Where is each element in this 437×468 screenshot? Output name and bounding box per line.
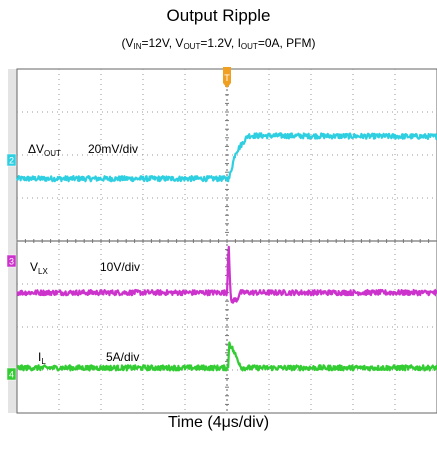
trigger-marker-label: T: [224, 73, 230, 83]
series-label-3: VLX: [30, 260, 48, 276]
chart-subtitle: (VIN=12V, VOUT=1.2V, IOUT=0A, PFM): [121, 36, 316, 51]
series-scale-3: 10V/div: [100, 260, 140, 274]
channel-marker-3: [6, 254, 17, 268]
x-axis-label: Time (4μs/div): [167, 414, 270, 431]
channel-number-2: 2: [9, 156, 14, 166]
chart-title: Output Ripple: [166, 6, 271, 25]
channel-marker-2: [6, 153, 17, 167]
series-scale-4: 5A/div: [106, 350, 139, 364]
channel-marker-strip: [8, 69, 17, 413]
level-marker-icon: [431, 288, 436, 297]
series-label-2: ΔVOUT: [28, 142, 61, 158]
channel-marker-4: [6, 367, 17, 381]
series-scale-2: 20mV/div: [88, 142, 138, 156]
channel-number-3: 3: [9, 257, 14, 267]
trigger-marker-icon: [223, 67, 231, 88]
trace-3: [16, 245, 437, 304]
channel-number-4: 4: [9, 370, 14, 380]
trace-4: [16, 341, 437, 372]
trace-2: [15, 132, 437, 183]
series-label-4: IL: [38, 350, 46, 366]
